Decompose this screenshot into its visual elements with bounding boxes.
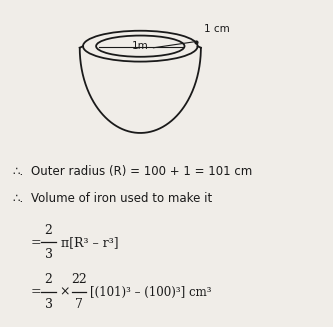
- Text: 1m: 1m: [132, 42, 149, 51]
- Text: 7: 7: [75, 298, 83, 311]
- Text: ∴.: ∴.: [13, 192, 24, 205]
- Text: ×: ×: [59, 285, 70, 299]
- Text: 3: 3: [45, 248, 53, 261]
- Text: 22: 22: [71, 273, 87, 286]
- Text: 1 cm: 1 cm: [204, 25, 230, 34]
- Text: π[R³ – r³]: π[R³ – r³]: [61, 236, 119, 249]
- Text: Outer radius (R) = 100 + 1 = 101 cm: Outer radius (R) = 100 + 1 = 101 cm: [31, 165, 252, 178]
- Text: =: =: [31, 285, 41, 299]
- Text: ∴.: ∴.: [13, 165, 24, 178]
- Text: Volume of iron used to make it: Volume of iron used to make it: [31, 192, 212, 205]
- Text: 2: 2: [45, 224, 53, 236]
- Text: 2: 2: [45, 273, 53, 286]
- Text: 3: 3: [45, 298, 53, 311]
- Ellipse shape: [83, 31, 197, 61]
- Text: =: =: [31, 236, 41, 249]
- Text: [(101)³ – (100)³] cm³: [(101)³ – (100)³] cm³: [90, 285, 211, 299]
